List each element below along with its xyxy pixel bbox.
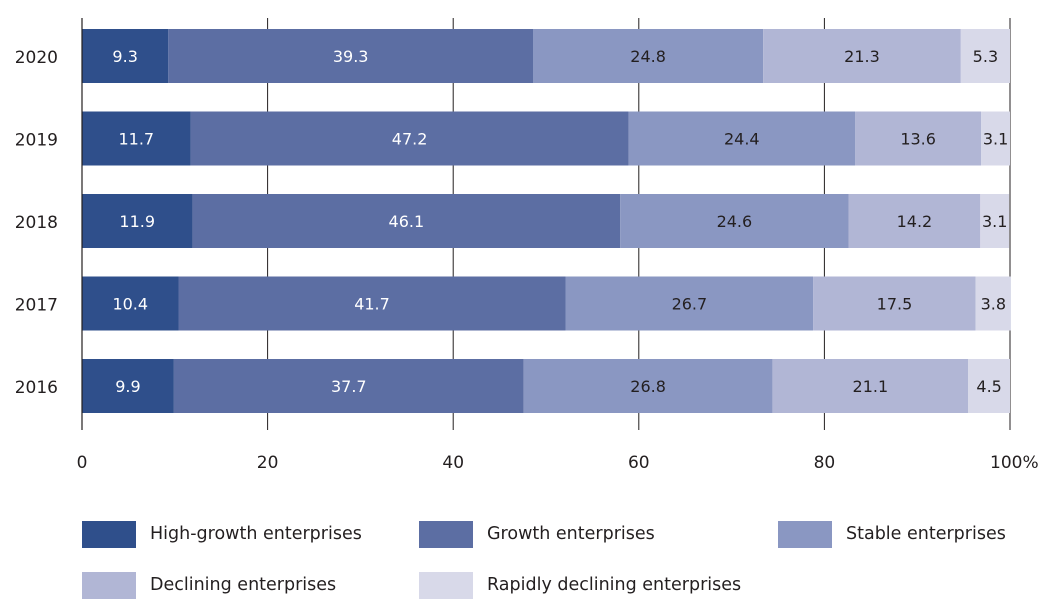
data-label-2020-3: 21.3: [844, 47, 880, 66]
data-label-2017-3: 17.5: [877, 295, 913, 314]
bar-segment-2016-3: [772, 359, 969, 413]
bar-segment-2017-1: [178, 276, 566, 331]
bar-segment-2020-1: [168, 29, 534, 83]
x-tick-label-4: 80: [814, 453, 836, 473]
bar-segment-2016-4: [968, 359, 1010, 413]
category-label-2018: 2018: [15, 213, 58, 233]
data-label-2019-4: 3.1: [983, 130, 1008, 149]
x-tick-label-5: 100%: [990, 453, 1039, 473]
bar-segment-2017-4: [975, 276, 1011, 331]
data-label-2019-1: 47.2: [392, 130, 428, 149]
data-label-2020-2: 24.8: [630, 47, 666, 66]
bar-segment-2020-4: [960, 29, 1010, 83]
bar-segment-2020-3: [763, 29, 961, 83]
x-tick-label-2: 40: [442, 453, 464, 473]
bar-segment-2016-0: [82, 359, 174, 413]
data-label-2019-2: 24.4: [724, 130, 760, 149]
category-label-2016: 2016: [15, 378, 58, 398]
data-label-2017-2: 26.7: [672, 295, 708, 314]
data-label-2018-3: 14.2: [897, 212, 933, 231]
bar-segment-2018-2: [620, 194, 849, 248]
bar-segment-2018-4: [980, 194, 1010, 248]
bar-segment-2019-0: [82, 111, 191, 166]
data-label-2018-0: 11.9: [119, 212, 155, 231]
data-label-2018-2: 24.6: [717, 212, 753, 231]
data-label-2017-0: 10.4: [112, 295, 148, 314]
bar-segment-2019-1: [190, 111, 629, 166]
data-label-2020-1: 39.3: [333, 47, 369, 66]
bar-segment-2017-0: [82, 276, 179, 331]
bar-segment-2019-3: [855, 111, 982, 166]
data-label-2016-0: 9.9: [115, 377, 140, 396]
data-label-2019-3: 13.6: [900, 130, 936, 149]
bar-segment-2020-0: [82, 29, 169, 83]
data-label-2017-4: 3.8: [981, 295, 1006, 314]
bar-segment-2016-1: [173, 359, 524, 413]
data-label-2016-1: 37.7: [331, 377, 367, 396]
bar-segment-2019-2: [628, 111, 856, 166]
bar-segment-2017-2: [565, 276, 814, 331]
bar-segment-2017-3: [813, 276, 976, 331]
bar-segment-2020-2: [533, 29, 764, 83]
bar-segment-2018-3: [848, 194, 981, 248]
data-label-2016-2: 26.8: [630, 377, 666, 396]
x-tick-label-3: 60: [628, 453, 650, 473]
data-label-2017-1: 41.7: [354, 295, 390, 314]
data-label-2016-4: 4.5: [976, 377, 1001, 396]
bar-segment-2016-2: [523, 359, 773, 413]
bar-segment-2018-0: [82, 194, 193, 248]
x-tick-label-0: 0: [77, 453, 88, 473]
data-label-2018-1: 46.1: [389, 212, 425, 231]
data-label-2020-4: 5.3: [973, 47, 998, 66]
category-label-2017: 2017: [15, 296, 58, 316]
data-label-2016-3: 21.1: [853, 377, 889, 396]
data-label-2020-0: 9.3: [112, 47, 137, 66]
bar-segment-2019-4: [981, 111, 1010, 166]
category-label-2020: 2020: [15, 48, 58, 68]
data-label-2018-4: 3.1: [982, 212, 1007, 231]
x-tick-label-1: 20: [257, 453, 279, 473]
category-label-2019: 2019: [15, 131, 58, 151]
bar-segment-2018-1: [192, 194, 621, 248]
data-label-2019-0: 11.7: [118, 130, 154, 149]
